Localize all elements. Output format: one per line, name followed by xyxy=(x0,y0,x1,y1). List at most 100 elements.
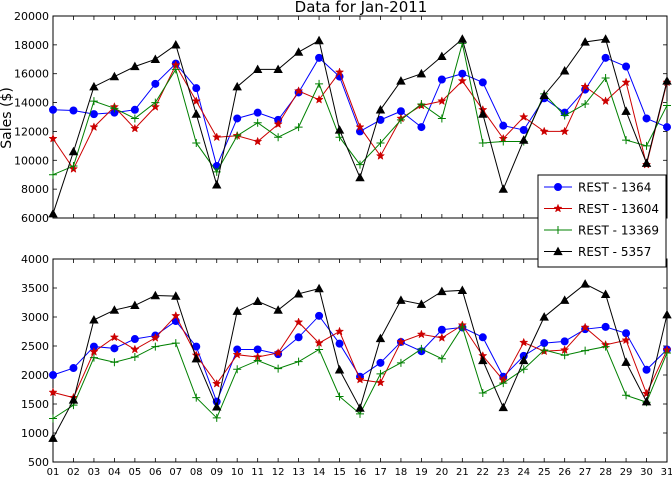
data-point xyxy=(110,358,119,367)
data-point xyxy=(232,349,242,359)
x-tick-label: 15 xyxy=(333,467,346,477)
x-tick-label: 11 xyxy=(251,467,264,477)
data-point xyxy=(69,364,78,373)
x-tick-label: 07 xyxy=(169,467,182,477)
x-tick-label: 26 xyxy=(558,467,571,477)
data-point xyxy=(274,133,283,142)
x-tick-label: 13 xyxy=(292,467,305,477)
x-tick-label: 16 xyxy=(354,467,367,477)
data-point xyxy=(335,392,344,401)
data-point xyxy=(109,332,120,342)
data-point xyxy=(253,118,262,127)
data-point xyxy=(416,68,427,78)
data-point xyxy=(334,364,345,374)
data-point xyxy=(478,138,487,147)
data-point xyxy=(109,305,120,314)
data-point xyxy=(171,65,180,74)
x-tick-label: 28 xyxy=(599,467,612,477)
data-point xyxy=(621,335,631,345)
x-tick-label: 09 xyxy=(210,467,223,477)
data-point xyxy=(150,332,160,342)
data-point xyxy=(663,101,671,110)
data-point xyxy=(539,312,549,321)
data-point xyxy=(89,110,98,119)
x-tick-label: 10 xyxy=(231,467,244,477)
data-point xyxy=(396,76,406,85)
data-point xyxy=(89,122,99,132)
x-tick-label: 21 xyxy=(456,467,469,477)
data-point xyxy=(233,114,242,123)
data-point xyxy=(171,40,181,49)
legend-entry: REST - 1364 xyxy=(544,181,651,195)
data-point xyxy=(662,76,672,85)
data-point xyxy=(130,114,139,123)
x-tick-label: 04 xyxy=(108,467,121,477)
data-point xyxy=(192,342,201,351)
x-tick-label: 08 xyxy=(190,467,203,477)
data-point xyxy=(253,356,262,365)
data-point xyxy=(252,296,263,306)
data-point xyxy=(232,306,242,315)
data-point xyxy=(580,279,590,288)
data-point xyxy=(355,172,365,182)
data-point xyxy=(601,74,610,83)
data-point xyxy=(478,78,487,87)
legend-label: REST - 1364 xyxy=(578,181,651,195)
data-point xyxy=(68,146,79,156)
data-point xyxy=(457,285,468,294)
data-point xyxy=(314,35,324,45)
y-axis-label: Sales ($) xyxy=(0,87,15,149)
data-point xyxy=(273,64,283,74)
data-point xyxy=(315,53,324,62)
data-point xyxy=(499,121,508,130)
data-point xyxy=(314,338,324,348)
data-point xyxy=(559,66,570,75)
data-point xyxy=(151,79,160,88)
data-point xyxy=(109,71,120,81)
data-point xyxy=(130,61,140,71)
legend-label: REST - 13604 xyxy=(578,202,659,216)
data-point xyxy=(417,123,426,132)
data-point xyxy=(376,115,385,124)
data-point xyxy=(48,208,58,218)
data-point xyxy=(622,62,631,71)
data-point xyxy=(416,299,427,308)
data-point xyxy=(355,122,365,132)
y-tick-label: 1500 xyxy=(21,398,49,411)
data-point xyxy=(233,131,242,140)
data-point xyxy=(641,388,652,398)
data-point xyxy=(540,346,549,355)
y-tick-label: 4000 xyxy=(21,253,49,266)
data-point xyxy=(396,358,405,367)
data-point xyxy=(540,339,549,348)
y-tick-label: 1000 xyxy=(21,427,49,440)
series-rest-1364 xyxy=(49,311,672,406)
data-point xyxy=(334,326,345,336)
data-point xyxy=(294,333,303,342)
data-point xyxy=(519,355,529,365)
y-tick-label: 16000 xyxy=(14,68,49,81)
data-point xyxy=(293,86,304,95)
data-point xyxy=(130,344,140,354)
data-point xyxy=(499,137,508,146)
data-point xyxy=(396,115,405,124)
legend-label: REST - 5357 xyxy=(578,245,651,259)
data-point xyxy=(48,433,58,442)
data-point xyxy=(315,345,324,354)
data-point xyxy=(601,342,610,351)
data-point xyxy=(600,34,611,43)
data-point xyxy=(356,160,364,169)
data-point xyxy=(519,337,529,347)
data-point xyxy=(458,322,467,331)
data-point xyxy=(437,332,447,342)
x-tick-label: 01 xyxy=(47,467,60,477)
data-point xyxy=(274,364,283,373)
data-point xyxy=(663,348,671,357)
data-point xyxy=(334,125,345,134)
data-point xyxy=(621,106,631,115)
y-tick-label: 2500 xyxy=(21,340,49,353)
data-point xyxy=(376,138,385,147)
x-tick-label: 12 xyxy=(272,467,285,477)
data-point xyxy=(69,162,78,171)
data-point xyxy=(642,141,651,150)
